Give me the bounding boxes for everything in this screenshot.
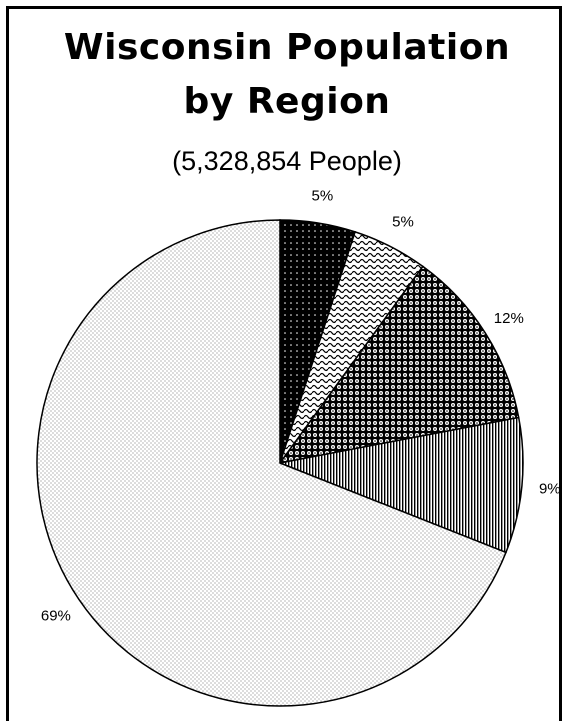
pie-slice-3 [278, 265, 520, 465]
pie-slice-4 [277, 416, 524, 554]
chart-title-line-1: Wisconsin Population [63, 27, 511, 68]
pie-slice-label-1: 5% [312, 187, 334, 204]
chart-title-line-2: by Region [183, 81, 391, 122]
pie-slice-label-3: 12% [494, 310, 524, 327]
pie-slice-label-5: 69% [41, 607, 71, 624]
pie-slice-5 [36, 219, 507, 707]
pie-slice-label-2: 5% [392, 214, 414, 231]
pie-slice-label-4: 9% [539, 481, 561, 498]
chart-subtitle: (5,328,854 People) [172, 146, 402, 176]
